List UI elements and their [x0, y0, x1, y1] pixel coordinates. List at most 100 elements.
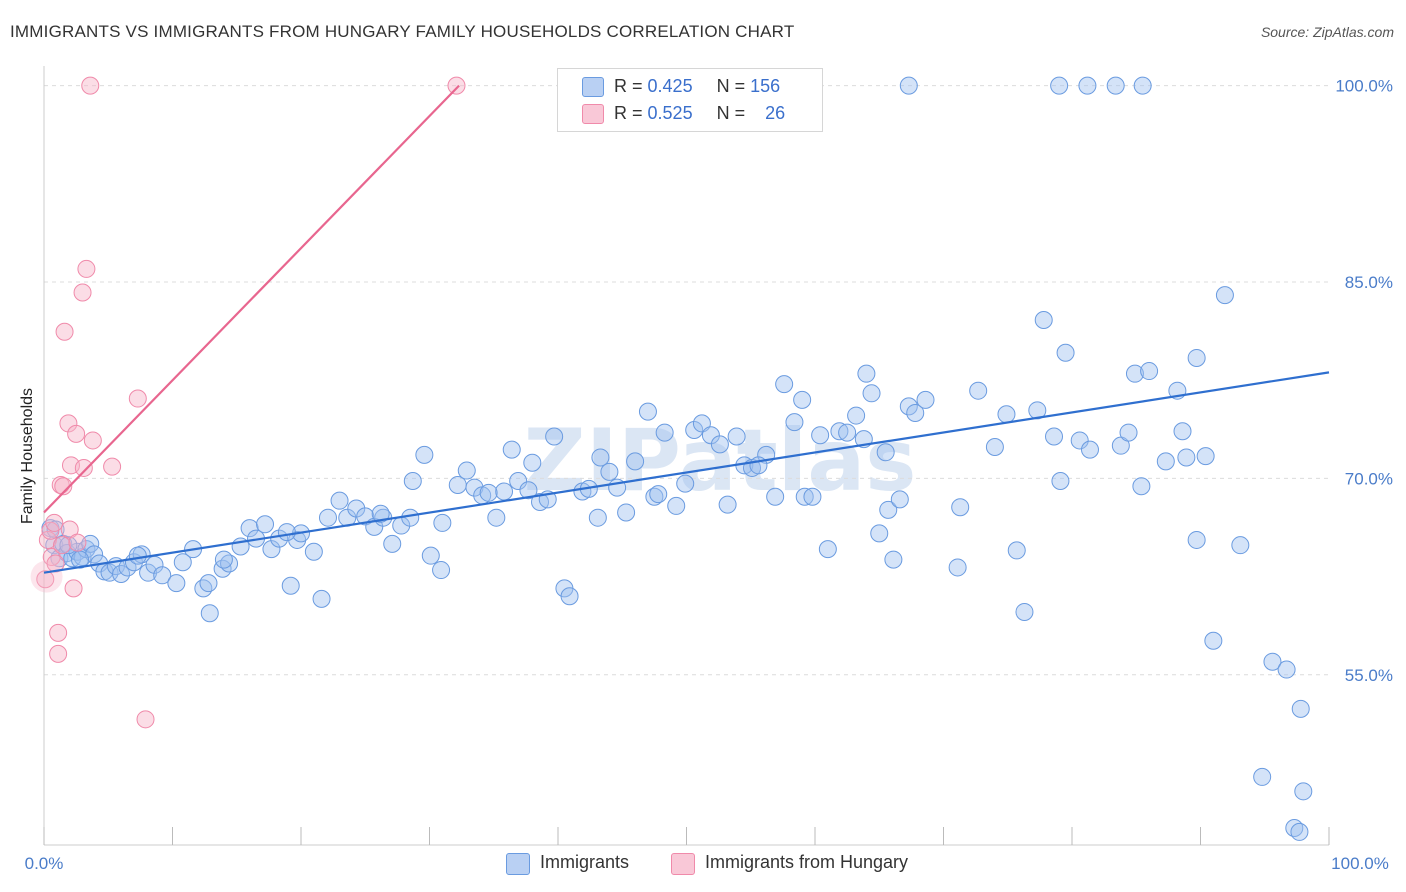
immigrants-point	[281, 576, 300, 595]
hungary-point	[54, 477, 73, 496]
immigrants-point	[277, 523, 296, 542]
immigrants-point	[1070, 431, 1089, 450]
immigrants-point	[495, 482, 514, 501]
immigrants-point	[1231, 536, 1250, 555]
immigrants-point	[1263, 652, 1282, 671]
immigrants-point	[899, 397, 918, 416]
immigrants-point	[899, 76, 918, 95]
immigrants-point	[600, 462, 619, 481]
hungary-point	[77, 259, 96, 278]
immigrants-point	[701, 426, 720, 445]
immigrants-point	[985, 437, 1004, 456]
immigrants-point	[457, 461, 476, 480]
immigrants-point	[1015, 602, 1034, 621]
y-tick-label: 70.0%	[1345, 469, 1393, 488]
hungary-trend-line	[43, 84, 460, 514]
immigrants-point	[200, 604, 219, 623]
immigrants-point	[1196, 447, 1215, 466]
immigrants-point	[626, 452, 645, 471]
hungary-point	[45, 513, 64, 532]
immigrants-point	[1119, 423, 1138, 442]
hungary-point	[36, 570, 55, 589]
immigrants-point	[240, 519, 259, 538]
immigrants-point	[502, 440, 521, 459]
immigrants-point	[401, 508, 420, 527]
immigrants-point	[667, 496, 686, 515]
hungary-point	[68, 533, 87, 552]
x-tick-label: 100.0%	[1331, 854, 1389, 873]
immigrants-swatch	[582, 77, 604, 97]
immigrants-point	[199, 574, 218, 593]
immigrants-point	[1133, 76, 1152, 95]
source-label: Source: ZipAtlas.com	[1260, 24, 1394, 40]
immigrants-point	[1045, 427, 1064, 446]
immigrants-point	[1050, 76, 1069, 95]
immigrants-point	[884, 550, 903, 569]
immigrants-point	[1253, 767, 1272, 786]
immigrants-point	[879, 500, 898, 519]
immigrants-point	[591, 448, 610, 467]
legend-n-value: 26	[765, 103, 786, 123]
immigrants-point	[1156, 452, 1175, 471]
immigrants-point	[560, 587, 579, 606]
immigrants-point	[128, 546, 147, 565]
hungary-legend-label: Immigrants from Hungary	[705, 852, 909, 872]
immigrants-point	[775, 375, 794, 394]
immigrants-point	[173, 553, 192, 572]
hungary-point	[447, 76, 466, 95]
immigrants-point	[870, 524, 889, 543]
immigrants-point	[1078, 76, 1097, 95]
immigrants-legend-swatch	[506, 853, 530, 875]
hungary-point	[103, 457, 122, 476]
hungary-point	[55, 322, 74, 341]
legend-r-label: R =	[614, 76, 643, 96]
hungary-point	[67, 424, 86, 443]
immigrants-point	[830, 422, 849, 441]
immigrants-point	[1291, 699, 1310, 718]
immigrants-legend-label: Immigrants	[540, 852, 630, 872]
immigrants-point	[1034, 310, 1053, 329]
immigrants-point	[969, 381, 988, 400]
immigrants-point	[403, 472, 422, 491]
immigrants-point	[1051, 472, 1070, 491]
immigrants-point	[857, 364, 876, 383]
immigrants-point	[1140, 362, 1159, 381]
immigrants-point	[1132, 477, 1151, 496]
immigrants-point	[916, 390, 935, 409]
immigrants-point	[433, 513, 452, 532]
hungary-legend-swatch	[671, 853, 695, 875]
immigrants-point	[194, 579, 213, 598]
immigrants-point	[432, 561, 451, 580]
hungary-point	[128, 389, 147, 408]
y-tick-label: 85.0%	[1345, 273, 1393, 292]
immigrants-point	[1007, 541, 1026, 560]
immigrants-point	[1106, 76, 1125, 95]
hungary-point	[83, 431, 102, 450]
y-tick-label: 55.0%	[1345, 666, 1393, 685]
immigrants-point	[100, 563, 119, 582]
immigrants-point	[1125, 364, 1144, 383]
legend-n-value: 156	[750, 76, 781, 96]
immigrants-point	[214, 550, 233, 569]
immigrants-point	[838, 423, 857, 442]
watermark: ZIPatlas	[524, 411, 917, 511]
immigrants-point	[330, 491, 349, 510]
immigrants-point	[112, 564, 131, 583]
hungary-point-large	[30, 560, 63, 593]
hungary-point	[74, 458, 93, 477]
stats-legend: R = 0.425 N = 156 R = 0.525 N = 26	[557, 68, 823, 132]
immigrants-point	[1277, 660, 1296, 679]
legend-n-label: N =	[716, 76, 746, 96]
x-tick-label: 0.0%	[25, 854, 64, 873]
immigrants-point	[766, 487, 785, 506]
immigrants-trend-line	[43, 371, 1330, 574]
legend-n-label: N =	[716, 103, 746, 123]
immigrants-point	[371, 504, 390, 523]
immigrants-point	[1173, 422, 1192, 441]
hungary-point	[59, 414, 78, 433]
immigrants-point	[1215, 286, 1234, 305]
immigrants-point	[811, 426, 830, 445]
immigrants-point	[85, 545, 104, 564]
immigrants-point	[523, 453, 542, 472]
immigrants-point	[906, 403, 925, 422]
